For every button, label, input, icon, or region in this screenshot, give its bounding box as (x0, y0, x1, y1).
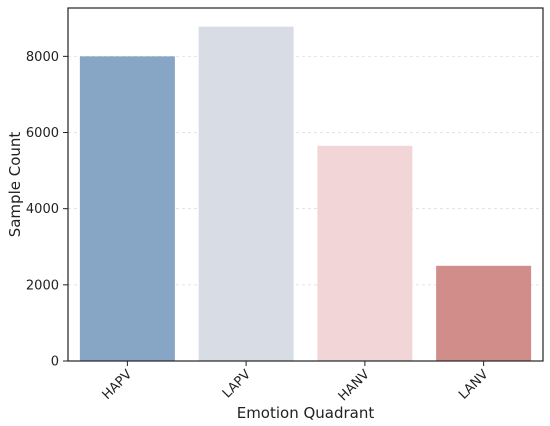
x-tick-label-hapv: HAPV (100, 367, 136, 403)
bar-lapv (198, 26, 294, 361)
x-tick-label-lanv: LANV (456, 367, 491, 402)
y-tick-label-2000: 2000 (26, 278, 59, 293)
x-tick-label-lapv: LAPV (220, 367, 254, 401)
y-tick-label-4000: 4000 (26, 202, 59, 217)
bars-group (79, 26, 532, 361)
y-tick-label-8000: 8000 (26, 50, 59, 65)
y-tick-label-0: 0 (51, 355, 59, 370)
bar-hapv (79, 56, 175, 361)
y-tick-label-6000: 6000 (26, 126, 59, 141)
y-axis-label: Sample Count (6, 132, 24, 238)
x-axis-ticks: HAPV LAPV HANV LANV (100, 361, 492, 404)
x-tick-label-hanv: HANV (336, 367, 373, 404)
x-axis-label: Emotion Quadrant (237, 404, 375, 422)
y-axis-ticks: 0 2000 4000 6000 8000 (26, 50, 68, 370)
bar-hanv (317, 145, 413, 361)
plot-frame (67, 7, 544, 362)
bar-lanv (436, 265, 532, 361)
